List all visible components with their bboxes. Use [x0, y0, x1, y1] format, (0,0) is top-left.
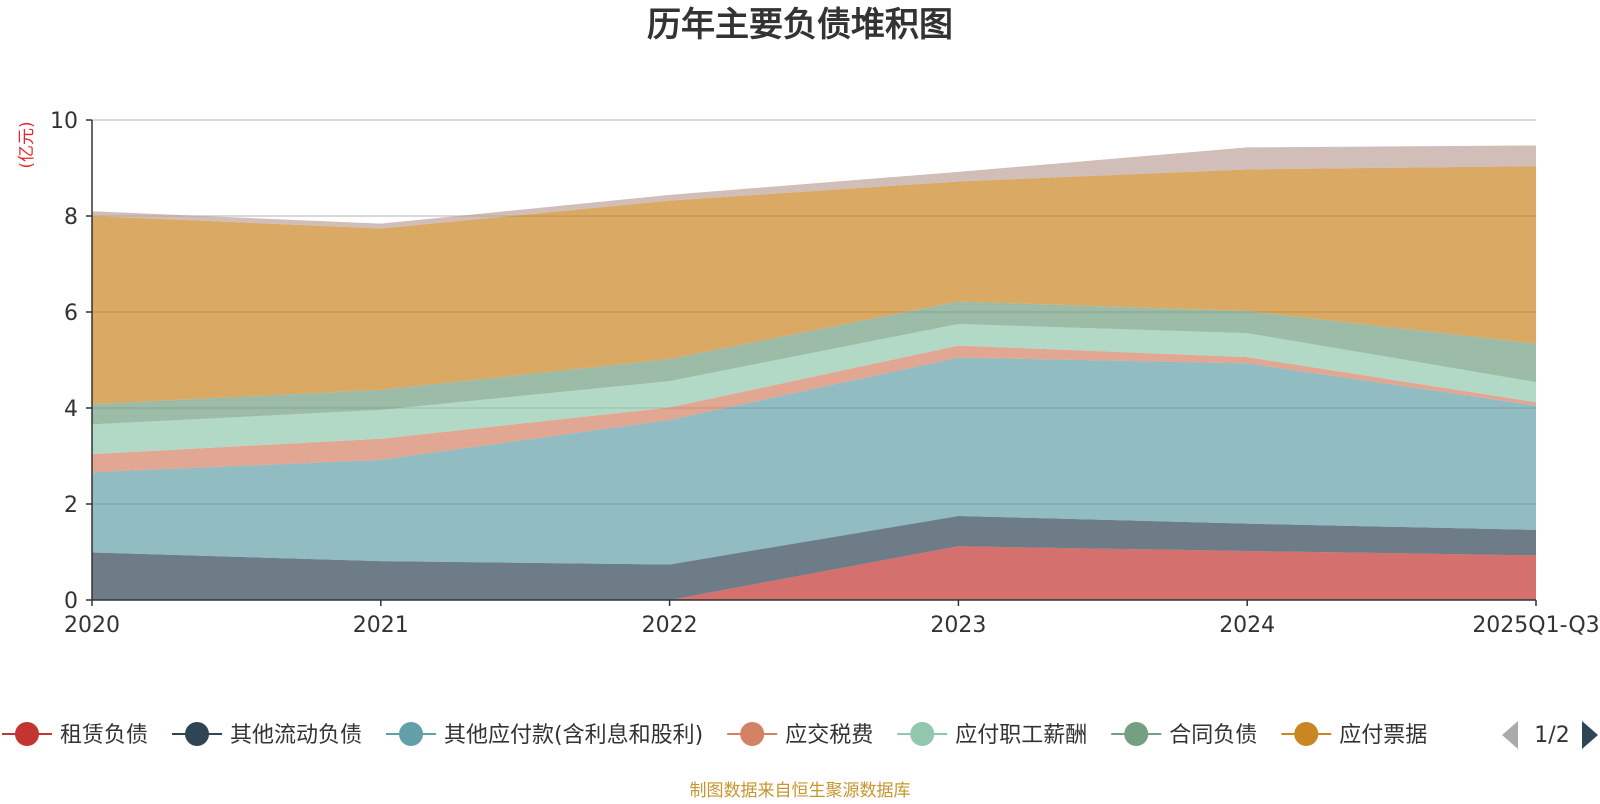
legend-marker-dot	[910, 722, 935, 746]
legend: 租赁负债 其他流动负债 其他应付款(含利息和股利) 应交税费 应付职工薪酬 合同负债 应付票…	[2, 721, 1598, 749]
legend-label: 租赁负债	[60, 723, 148, 748]
area-series-3[interactable]	[92, 345, 1536, 473]
legend-prev-page-icon[interactable]	[1502, 721, 1518, 749]
x-tick-label-2: 2022	[642, 613, 698, 638]
y-tick-label-8: 8	[64, 205, 78, 230]
chart-title: 历年主要负债堆积图	[647, 5, 953, 45]
legend-marker-dot	[15, 722, 39, 746]
y-tick-label-0: 0	[64, 589, 78, 614]
area-series-1[interactable]	[92, 516, 1536, 600]
legend-marker-dot	[1124, 722, 1149, 746]
legend-label: 应交税费	[785, 723, 873, 748]
legend-item-3[interactable]: 应交税费	[727, 722, 873, 748]
y-tick-label-4: 4	[64, 397, 78, 422]
legend-item-6[interactable]: 应付票据	[1281, 722, 1427, 748]
y-tick-label-10: 10	[50, 109, 78, 134]
x-tick-label-1: 2021	[353, 613, 409, 638]
legend-label: 其他流动负债	[230, 723, 362, 748]
area-series-4[interactable]	[92, 324, 1536, 455]
legend-marker-dot	[399, 722, 424, 746]
y-tick-label-2: 2	[64, 493, 78, 518]
x-tick-label-0: 2020	[64, 613, 120, 638]
legend-label: 合同负债	[1169, 723, 1257, 748]
x-tick-label-4: 2024	[1219, 613, 1275, 638]
legend-marker-dot	[1294, 722, 1319, 746]
legend-item-2[interactable]: 其他应付款(含利息和股利)	[386, 722, 703, 748]
area-series	[92, 145, 1536, 600]
area-series-5[interactable]	[92, 301, 1536, 425]
legend-label: 应付票据	[1339, 723, 1427, 748]
y-axis-unit-label: (亿元)	[17, 121, 37, 168]
legend-item-0[interactable]: 租赁负债	[2, 722, 148, 748]
x-tick-label-3: 2023	[930, 613, 986, 638]
legend-label: 其他应付款(含利息和股利)	[444, 723, 703, 748]
y-tick-label-6: 6	[64, 301, 78, 326]
legend-next-page-icon[interactable]	[1582, 721, 1598, 749]
legend-marker-dot	[185, 722, 210, 746]
x-tick-label-5: 2025Q1-Q3	[1472, 613, 1599, 638]
legend-items: 租赁负债 其他流动负债 其他应付款(含利息和股利) 应交税费 应付职工薪酬 合同负债 应付票…	[2, 722, 1427, 748]
legend-item-5[interactable]: 合同负债	[1111, 722, 1257, 748]
legend-item-4[interactable]: 应付职工薪酬	[897, 722, 1087, 748]
source-note: 制图数据来自恒生聚源数据库	[690, 781, 911, 800]
legend-item-1[interactable]: 其他流动负债	[172, 722, 362, 748]
area-series-7[interactable]	[92, 145, 1536, 229]
axes: 0 2 4 6 8 10 2020 2021 2022 2023 2024 2025Q1-Q3	[50, 109, 1600, 638]
legend-marker-dot	[740, 722, 765, 746]
area-series-2[interactable]	[92, 357, 1536, 565]
legend-page-indicator: 1/2	[1534, 723, 1569, 748]
legend-label: 应付职工薪酬	[955, 723, 1087, 748]
area-series-6[interactable]	[92, 166, 1536, 405]
